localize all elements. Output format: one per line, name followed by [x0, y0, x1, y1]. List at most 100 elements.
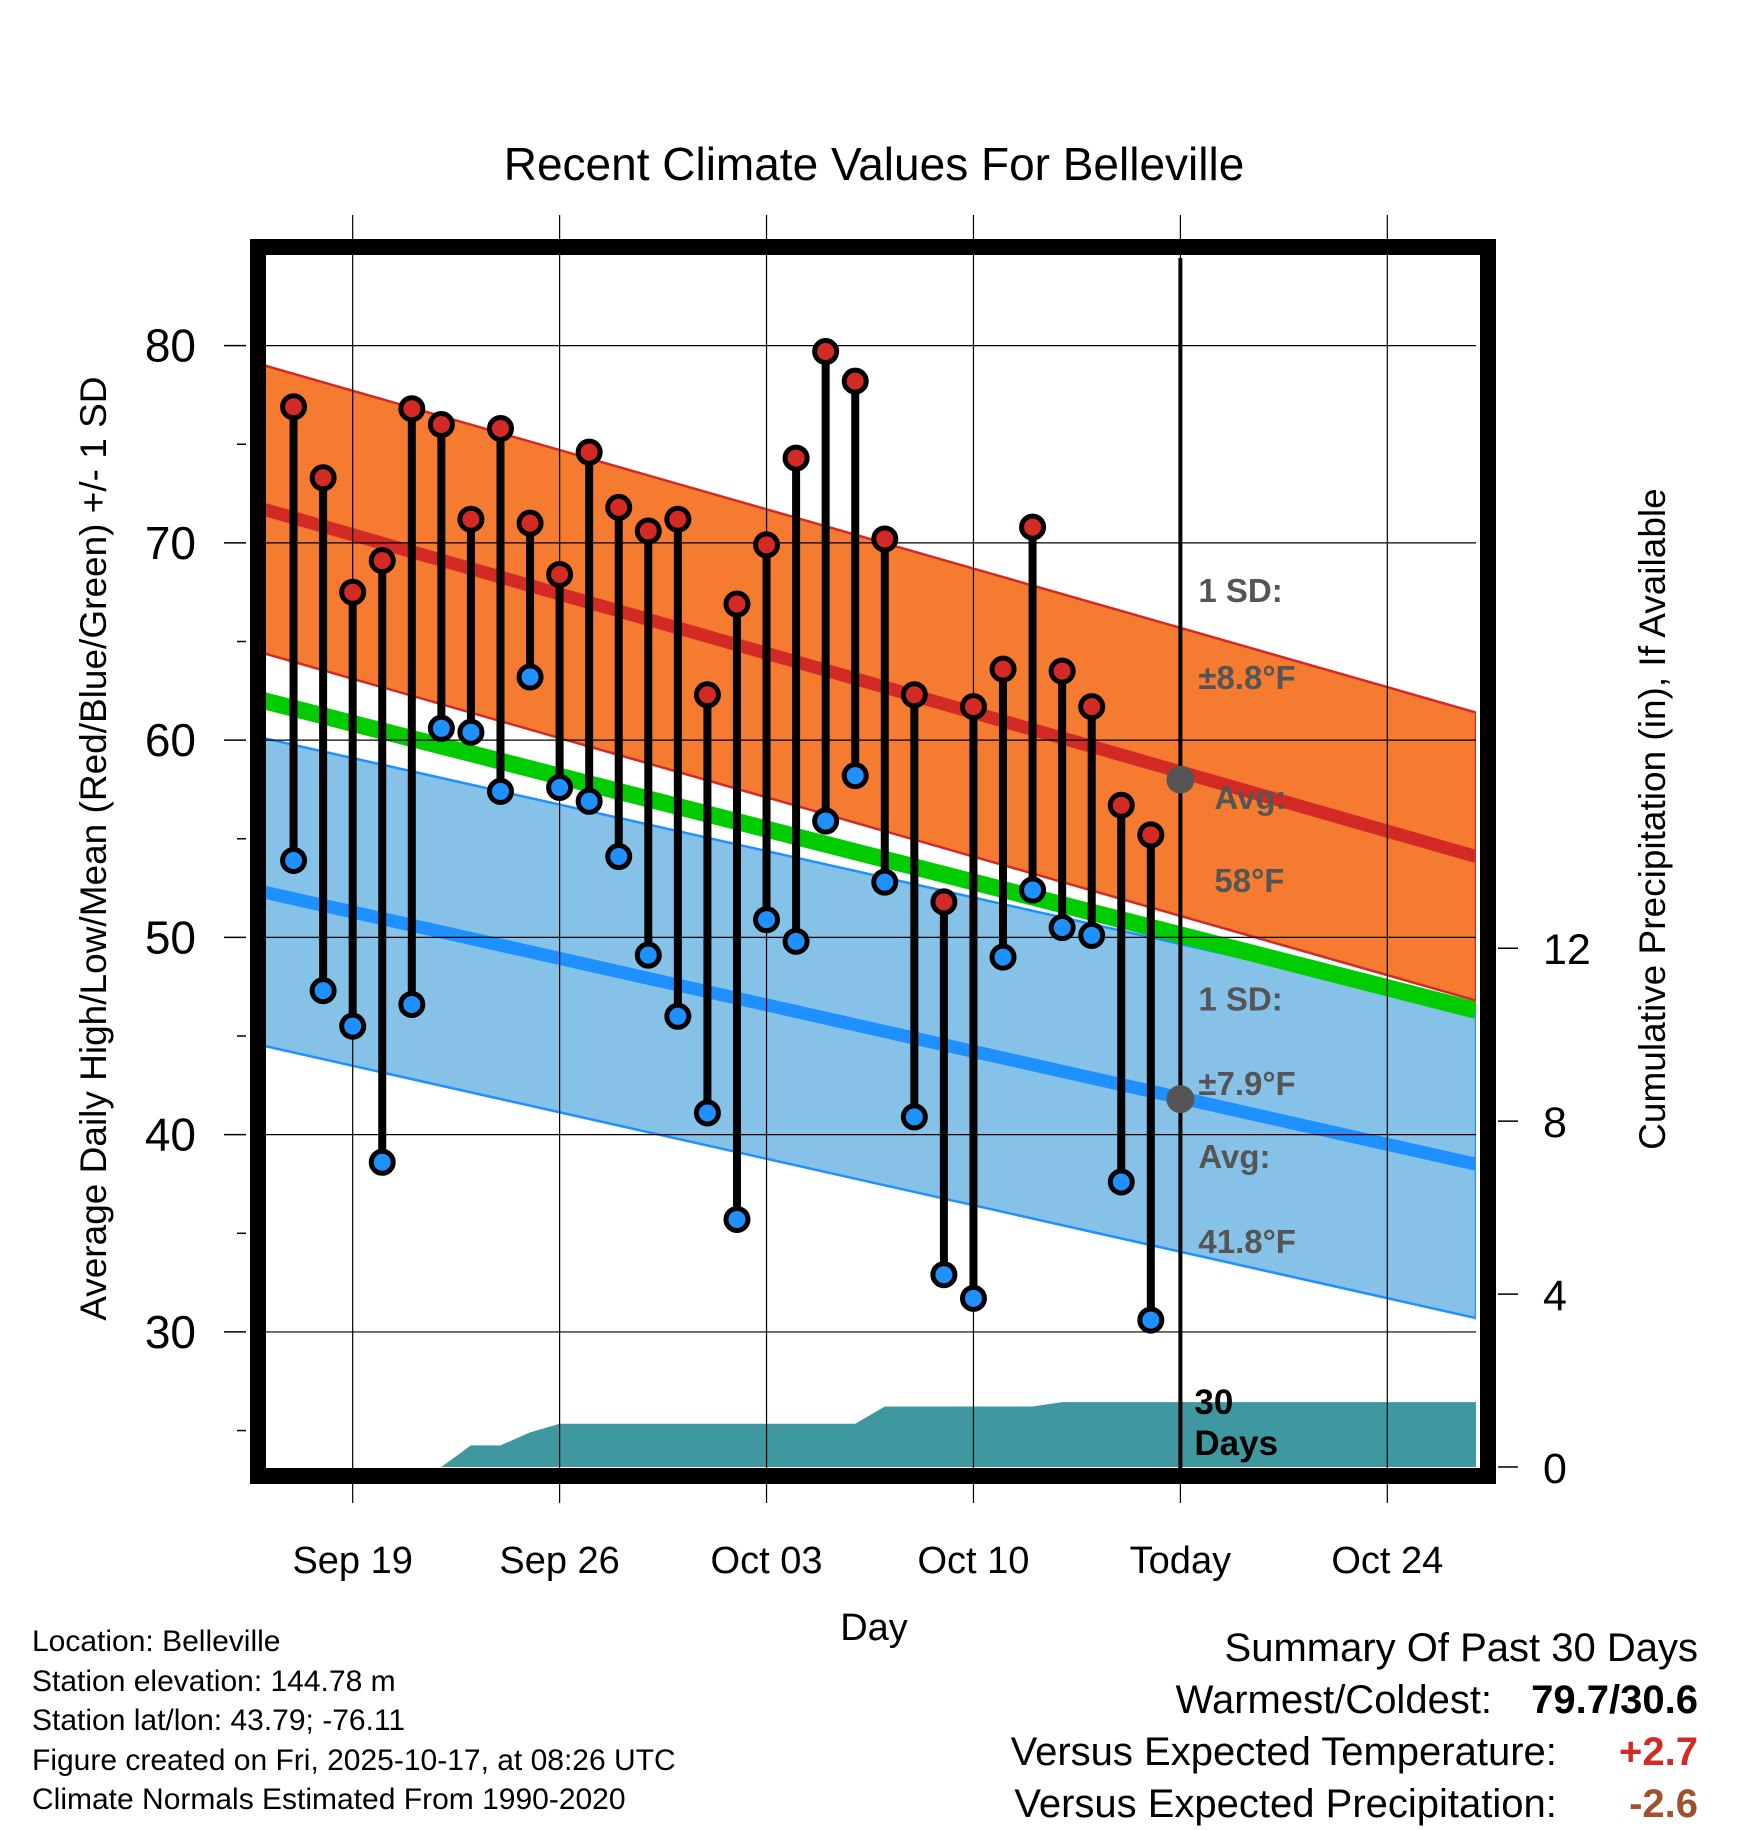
high-dot — [664, 505, 692, 533]
low-dot — [871, 868, 899, 896]
high-dot — [753, 531, 781, 559]
days-count-label: 30 — [1194, 1383, 1233, 1422]
high-dot — [368, 547, 396, 575]
high-dot — [605, 493, 633, 521]
high-dot — [989, 655, 1017, 683]
low-dot — [368, 1148, 396, 1176]
station-info: Location: Belleville Station elevation: … — [32, 1622, 676, 1820]
low-dot — [339, 1012, 367, 1040]
location-text: Location: Belleville — [32, 1625, 281, 1658]
low-dot — [989, 943, 1017, 971]
y2-tick-label: 8 — [1543, 1099, 1567, 1147]
high-avg-label: Avg: — [1214, 779, 1286, 816]
x-tick-label: Oct 03 — [711, 1540, 823, 1582]
y2-tick-label: 12 — [1543, 926, 1591, 974]
warm-cold-row: Warmest/Coldest: 79.7/30.6 — [1011, 1674, 1698, 1726]
normal-high-line — [264, 503, 1476, 863]
y-axis-title: Average Daily High/Low/Mean (Red/Blue/Gr… — [73, 376, 114, 1320]
x-tick-label: Today — [1130, 1540, 1231, 1582]
normal-mean-line — [264, 692, 1476, 1019]
precip-row: Versus Expected Precipitation: -2.6 — [1011, 1778, 1698, 1830]
y-tick-label: 60 — [145, 714, 196, 766]
low-avg-label: Avg: — [1198, 1138, 1270, 1175]
right-axis: 0 4 8 12 Cumulative Precipitation (in), If A… — [1498, 488, 1673, 1493]
warm-cold-value: 79.7/30.6 — [1531, 1678, 1698, 1722]
high-sd-label: 1 SD: — [1198, 572, 1282, 609]
high-dot — [693, 681, 721, 709]
low-dot — [1107, 1168, 1135, 1196]
high-dot — [871, 525, 899, 553]
low-sd-value: ±7.9°F — [1198, 1065, 1295, 1102]
high-dot — [339, 578, 367, 606]
low-dot — [398, 990, 426, 1018]
low-dot — [900, 1103, 928, 1131]
days-word-label: Days — [1194, 1424, 1278, 1463]
y-tick-label: 70 — [145, 517, 196, 569]
temp-label: Versus Expected Temperature: — [1010, 1730, 1557, 1774]
plot-frame — [250, 239, 1496, 1484]
high-dot — [486, 414, 514, 442]
low-dot — [280, 846, 308, 874]
low-dot — [1137, 1306, 1165, 1334]
summary-panel: Summary Of Past 30 Days Warmest/Coldest:… — [1011, 1622, 1698, 1830]
low-dot — [575, 787, 603, 815]
low-sd-label: 1 SD: — [1198, 980, 1282, 1017]
low-dot — [753, 906, 781, 934]
normals-text: Climate Normals Estimated From 1990-2020 — [32, 1783, 626, 1816]
low-dot — [1078, 921, 1106, 949]
elevation-text: Station elevation: 144.78 m — [32, 1664, 396, 1698]
low-dot — [457, 718, 485, 746]
summary-heading: Summary Of Past 30 Days — [1224, 1626, 1698, 1670]
created-text: Figure created on Fri, 2025-10-17, at 08… — [32, 1743, 676, 1777]
precip-value: -2.6 — [1629, 1782, 1698, 1826]
low-dot — [841, 762, 869, 790]
precip-label: Versus Expected Precipitation: — [1014, 1782, 1557, 1826]
high-dot — [959, 693, 987, 721]
low-dot — [812, 807, 840, 835]
low-dot — [309, 977, 337, 1005]
daily-observations — [280, 338, 1165, 1334]
x-tick-label: Sep 19 — [292, 1540, 412, 1582]
low-dot — [1019, 876, 1047, 904]
low-dot — [486, 777, 514, 805]
high-dot — [634, 517, 662, 545]
x-tick-label: Oct 24 — [1331, 1540, 1443, 1582]
latlon-text: Station lat/lon: 43.79; -76.11 — [32, 1704, 406, 1737]
temp-value: +2.7 — [1619, 1730, 1698, 1774]
high-dot — [398, 395, 426, 423]
y2-tick-label: 4 — [1543, 1272, 1567, 1320]
low-dot — [605, 843, 633, 871]
low-dot — [427, 714, 455, 742]
low-dot — [782, 927, 810, 955]
low-avg-value: 41.8°F — [1198, 1223, 1296, 1260]
low-dot — [516, 663, 544, 691]
low-dot — [1048, 914, 1076, 942]
y2-axis-title: Cumulative Precipitation (in), If Availa… — [1632, 488, 1673, 1150]
temp-row: Versus Expected Temperature: +2.7 — [1011, 1726, 1698, 1778]
low-dot — [664, 1002, 692, 1030]
left-axis: 30 40 50 60 70 80 Average Daily High/Low/Mean … — [73, 320, 246, 1432]
low-dot — [930, 1261, 958, 1289]
high-dot — [1048, 657, 1076, 685]
low-dot — [693, 1099, 721, 1127]
precip-area — [264, 1402, 1476, 1467]
high-dot — [575, 438, 603, 466]
x-axis-title: Day — [840, 1607, 908, 1649]
high-dot — [1078, 693, 1106, 721]
high-dot — [280, 393, 308, 421]
high-avg-dot — [1166, 765, 1195, 794]
low-dot — [959, 1284, 987, 1312]
low-dot — [634, 941, 662, 969]
high-dot — [900, 681, 928, 709]
high-dot — [841, 367, 869, 395]
warm-cold-label: Warmest/Coldest: — [1175, 1678, 1493, 1722]
high-sd-value: ±8.8°F — [1198, 659, 1295, 696]
chart-title: Recent Climate Values For Belleville — [504, 138, 1245, 190]
y-tick-label: 30 — [145, 1306, 196, 1358]
x-axis: Sep 19 Sep 26 Oct 03 Oct 10 Today Oct 24 Day — [292, 1540, 1443, 1649]
low-dot — [546, 773, 574, 801]
y-tick-label: 50 — [145, 911, 196, 963]
high-dot — [723, 590, 751, 618]
low-avg-dot — [1166, 1085, 1195, 1114]
